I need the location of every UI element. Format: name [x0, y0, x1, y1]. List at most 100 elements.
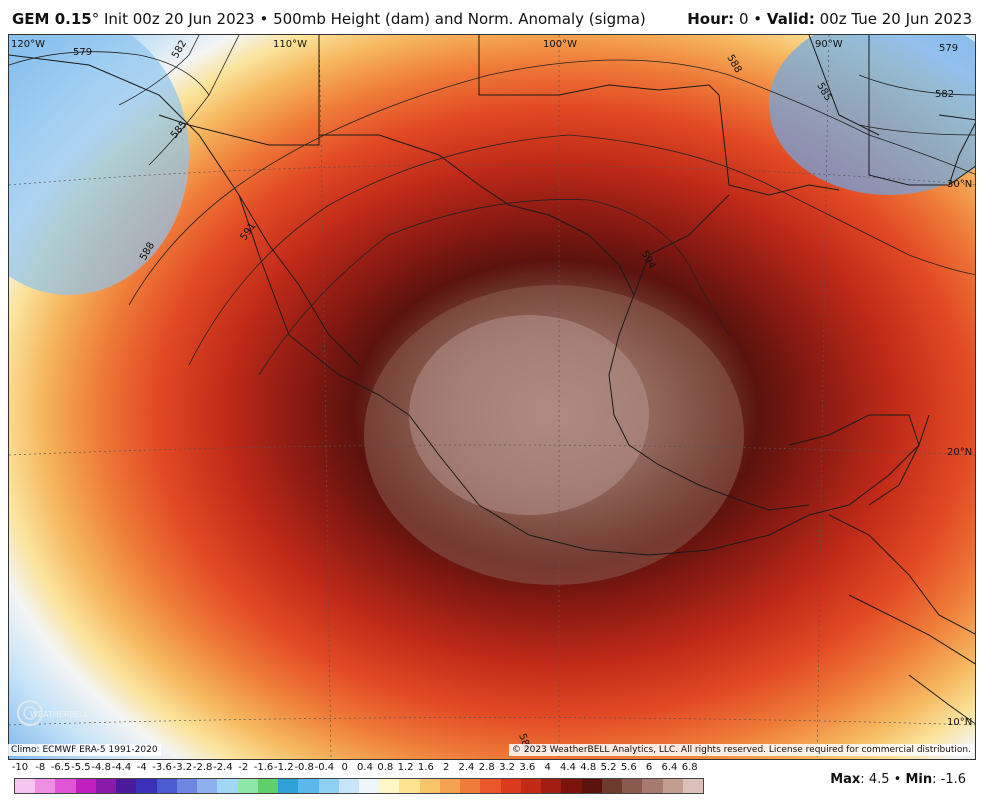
legend-tick-label: 1.2 — [397, 762, 414, 773]
legend-swatch — [15, 779, 36, 793]
height-contours — [9, 35, 975, 376]
nw-cool-anomaly — [9, 35, 189, 295]
boundaries — [9, 35, 975, 725]
legend-swatch — [217, 779, 238, 793]
anomaly-peak — [409, 315, 649, 515]
legend-tick-label: 3.6 — [519, 762, 536, 773]
legend-swatch — [480, 779, 501, 793]
legend-tick-label: 1.6 — [417, 762, 434, 773]
legend-swatch — [257, 779, 279, 793]
legend-tick-label: -1.6 — [253, 762, 274, 773]
legend-swatch — [682, 779, 703, 793]
lon-label: 120°W — [11, 39, 45, 50]
legend-tick-label: 2 — [442, 762, 450, 773]
legend-tick-label: 4.8 — [580, 762, 597, 773]
legend-labels: -10 -8 -6.5 -5.5 -4.8 -4.4 -4 -3.6 -3.2 -2.8 -2.4-… — [11, 762, 704, 776]
legend-swatch — [399, 779, 420, 793]
weather-map[interactable]: 579 582 585 588 591 594 588 585 582 579 … — [8, 34, 976, 760]
legend-colorbar — [14, 778, 704, 794]
separator-bullet: • — [753, 10, 763, 28]
chart-title: GEM 0.15° Init 00z 20 Jun 2023 • 500mb H… — [12, 10, 646, 28]
weatherbell-logo: WEATHERBELL — [17, 700, 89, 726]
hour-label: Hour: — [687, 10, 735, 28]
legend-tick-label: 0.4 — [357, 762, 373, 773]
logo-text: WEATHERBELL — [30, 710, 89, 719]
contour-label: 579 — [939, 43, 958, 54]
legend-swatch — [318, 779, 339, 793]
legend-swatch — [95, 779, 117, 793]
legend-tick-label: 6 — [645, 762, 653, 773]
legend-tick-label: -4 — [136, 762, 147, 773]
legend-swatch — [460, 779, 481, 793]
graticule-labels: 120°W 110°W 100°W 90°W 30°N 20°N 10°N — [11, 39, 972, 728]
legend-tick-label: 6.4 — [661, 762, 678, 773]
legend-swatch — [237, 779, 258, 793]
legend-swatch — [116, 779, 137, 793]
legend-tick-label: -5.5 — [71, 762, 91, 773]
legend-swatch — [278, 779, 299, 793]
copyright-note: © 2023 WeatherBELL Analytics, LLC. All r… — [509, 744, 974, 756]
legend-swatch — [500, 779, 521, 793]
legend-swatch — [156, 779, 177, 793]
legend-swatch — [601, 779, 623, 793]
legend-tick-label: -3.2 — [172, 762, 193, 773]
max-min-readout: Max: 4.5 • Min: -1.6 — [830, 772, 966, 787]
max-value: 4.5 — [868, 772, 890, 787]
legend-tick-label: -3.6 — [152, 762, 172, 773]
legend-tick-label: 4.4 — [559, 762, 576, 773]
valid-value: 00z Tue 20 Jun 2023 — [819, 10, 972, 28]
legend-swatch — [581, 779, 602, 793]
legend-tick-label: 0 — [341, 762, 348, 773]
legend-tick-label: -2 — [238, 762, 249, 773]
legend-swatch — [439, 779, 461, 793]
legend-tick-label: -2.4 — [213, 762, 233, 773]
legend-tick-label: -10 — [11, 762, 29, 773]
map-svg: 579 582 585 588 591 594 588 585 582 579 … — [9, 35, 975, 759]
contour-label: 579 — [73, 47, 92, 58]
legend-swatch — [35, 779, 56, 793]
min-label: Min — [905, 772, 933, 787]
legend-tick-label: 0.8 — [377, 762, 394, 773]
hour-value: 0 — [738, 10, 749, 28]
lon-label: 110°W — [273, 39, 307, 50]
se-us-cool-anomaly — [769, 35, 975, 195]
header-bar: GEM 0.15° Init 00z 20 Jun 2023 • 500mb H… — [0, 0, 984, 34]
legend-tick-label: 2.8 — [478, 762, 495, 773]
lon-label: 90°W — [815, 39, 843, 50]
legend-swatch — [197, 779, 218, 793]
legend-tick-label: -4.4 — [111, 762, 132, 773]
valid-time: Hour: 0 • Valid: 00z Tue 20 Jun 2023 — [687, 10, 972, 28]
valid-label: Valid: — [766, 10, 815, 28]
legend-tick-label: -1.2 — [274, 762, 294, 773]
legend-tick-label: -4.8 — [91, 762, 111, 773]
legend-tick-label: -6.5 — [50, 762, 71, 773]
legend-tick-label: -8 — [35, 762, 46, 773]
lat-label: 30°N — [947, 179, 972, 190]
contour-label: 582 — [935, 89, 954, 100]
legend-tick-label: -2.8 — [192, 762, 213, 773]
legend-tick-label: 4 — [544, 762, 551, 773]
legend-swatch — [298, 779, 319, 793]
legend-swatch — [176, 779, 198, 793]
legend-swatch — [642, 779, 663, 793]
legend-swatch — [358, 779, 380, 793]
legend-tick-label: -0.8 — [294, 762, 314, 773]
legend-swatch — [541, 779, 562, 793]
legend-swatch — [55, 779, 76, 793]
color-legend: -10 -8 -6.5 -5.5 -4.8 -4.4 -4 -3.6 -3.2 -2.8 -2.4-… — [11, 762, 704, 802]
lat-label: 10°N — [947, 717, 972, 728]
legend-swatch — [662, 779, 683, 793]
legend-swatch — [622, 779, 643, 793]
legend-swatch — [136, 779, 157, 793]
legend-swatch — [419, 779, 440, 793]
legend-tick-label: 5.6 — [620, 762, 637, 773]
lon-label: 100°W — [543, 39, 577, 50]
max-label: Max — [830, 772, 861, 787]
min-value: -1.6 — [940, 772, 966, 787]
legend-tick-label: 5.2 — [600, 762, 617, 773]
model-name: GEM 0.15 — [12, 10, 92, 28]
legend-swatch — [520, 779, 542, 793]
legend-tick-label: 3.2 — [499, 762, 515, 773]
climo-note: Climo: ECMWF ERA-5 1991-2020 — [8, 744, 161, 756]
legend-swatch — [379, 779, 400, 793]
